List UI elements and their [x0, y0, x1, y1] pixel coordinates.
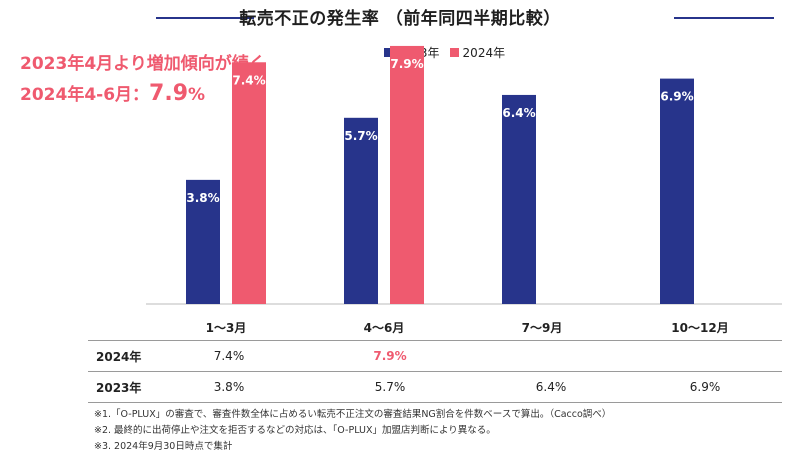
table-cell: 6.4%	[474, 371, 628, 403]
legend-swatch-2023	[384, 48, 393, 57]
table-row-label: 2024年	[88, 340, 152, 372]
table-row-label: 2023年	[88, 371, 152, 403]
bar-value-label: 5.7%	[344, 129, 377, 143]
chart-title: 転売不正の発生率 （前年同四半期比較）	[239, 9, 561, 29]
bar-value-label: 7.4%	[232, 73, 265, 87]
footnote-3: ※3. 2024年9月30日時点で集計	[94, 441, 233, 452]
callout-latest-prefix: 2024年4-6月：	[20, 85, 150, 105]
table-cell: 6.9%	[628, 371, 782, 403]
legend-item-2024: 2024年	[449, 44, 506, 61]
callout-trend: 2023年4月より増加傾向が続く	[20, 54, 266, 74]
table-cell	[628, 340, 782, 372]
x-tick-label: 7〜9月	[522, 321, 563, 335]
bar-2023-1	[186, 179, 220, 304]
footnote-2: ※2. 最終的に出荷停止や注文を拒否するなどの対応は、「O-PLUX」加盟店判断…	[94, 425, 496, 436]
footnote-1: ※1.「O-PLUX」の審査で、審査件数全体に占めるい転売不正注文の審査結果NG…	[94, 409, 612, 420]
bar-2023-4	[660, 78, 694, 304]
bar-2024-2	[390, 45, 424, 304]
bar-2023-2	[344, 117, 378, 304]
table-cell	[474, 340, 628, 372]
bar-value-label: 6.4%	[502, 106, 535, 120]
x-tick-label: 10〜12月	[671, 321, 728, 335]
table-cell: 7.4%	[152, 340, 306, 372]
callout-latest-unit: %	[188, 85, 206, 105]
callout-latest: 2024年4-6月：7.9%	[20, 80, 205, 106]
x-tick-label: 1〜3月	[206, 321, 247, 335]
title-line-left	[156, 17, 254, 19]
footnotes: ※1.「O-PLUX」の審査で、審査件数全体に占めるい転売不正注文の審査結果NG…	[94, 407, 611, 455]
title-line-right	[674, 17, 774, 19]
data-table: 2024年 7.4% 7.9% 2023年 3.8% 5.7% 6.4% 6.9…	[88, 340, 782, 403]
x-tick-label: 4〜6月	[364, 321, 405, 335]
bar-2024-1	[232, 62, 266, 305]
bar-value-label: 7.9%	[390, 57, 423, 71]
bar-value-label: 3.8%	[186, 191, 219, 205]
bar-value-label: 6.9%	[660, 90, 693, 104]
callout-latest-value: 7.9	[149, 81, 189, 106]
table-cell-highlight: 7.9%	[305, 340, 475, 372]
legend-swatch-2024	[449, 48, 459, 57]
table-cell: 3.8%	[152, 371, 306, 403]
bar-chart: 3.8% 7.4% 1〜3月 5.7% 7.9% 4〜6月 6.4% 7〜9月 6.9% 10〜1…	[146, 45, 782, 335]
table-cell: 5.7%	[305, 371, 475, 403]
bar-2023-3	[502, 94, 536, 304]
table-row: 2023年 3.8% 5.7% 6.4% 6.9%	[88, 371, 782, 403]
table-row: 2024年 7.4% 7.9%	[88, 340, 782, 372]
legend-label-2024: 2024年	[462, 46, 506, 60]
